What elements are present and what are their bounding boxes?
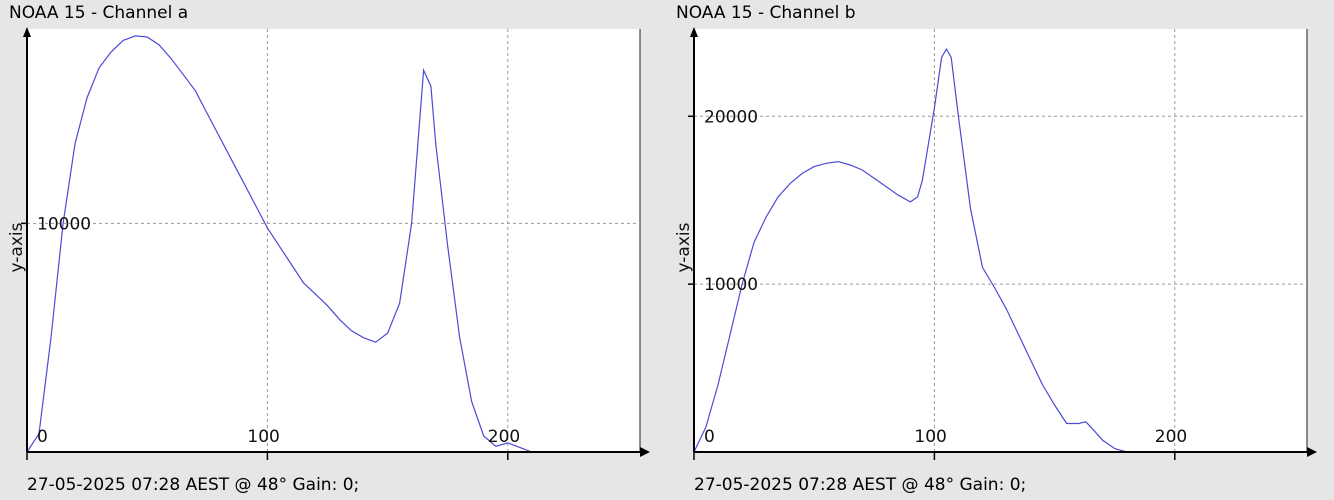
- x-tick-label: 100: [914, 427, 946, 447]
- y-axis-label: y-axis: [7, 222, 27, 272]
- y-tick-label: 20000: [704, 107, 758, 127]
- y-axis-label: y-axis: [674, 222, 694, 272]
- x-tick-label: 0: [37, 427, 48, 447]
- chart-panel-a: NOAA 15 - Channel a 0 100 200 10000 y-axis 2…: [0, 0, 660, 500]
- chart-footer: 27-05-2025 07:28 AEST @ 48° Gain: 0;: [694, 475, 1027, 495]
- x-axis-arrow: [640, 447, 650, 457]
- chart-title: NOAA 15 - Channel b: [676, 3, 856, 23]
- y-axis-arrow: [690, 27, 698, 37]
- plot-area: [694, 29, 1307, 452]
- x-axis-arrow: [1307, 447, 1317, 457]
- x-tick-label: 0: [704, 427, 715, 447]
- chart-a: 0 100 200 10000 y-axis: [7, 27, 650, 460]
- chart-b: 0 100 200 10000 20000 y-axis: [674, 27, 1317, 460]
- chart-panel-b: NOAA 15 - Channel b 0 100 200 10000 20000 y-a…: [667, 0, 1327, 500]
- x-tick-label: 100: [247, 427, 279, 447]
- series-line: [26, 35, 533, 453]
- y-tick-label: 10000: [37, 214, 91, 234]
- plot-area: [27, 29, 640, 452]
- y-tick-label: 10000: [704, 275, 758, 295]
- y-axis-arrow: [23, 27, 31, 37]
- chart-footer: 27-05-2025 07:28 AEST @ 48° Gain: 0;: [27, 475, 360, 495]
- x-tick-label: 200: [1155, 427, 1187, 447]
- series-line: [693, 47, 1151, 453]
- x-tick-label: 200: [488, 427, 520, 447]
- chart-title: NOAA 15 - Channel a: [9, 3, 189, 23]
